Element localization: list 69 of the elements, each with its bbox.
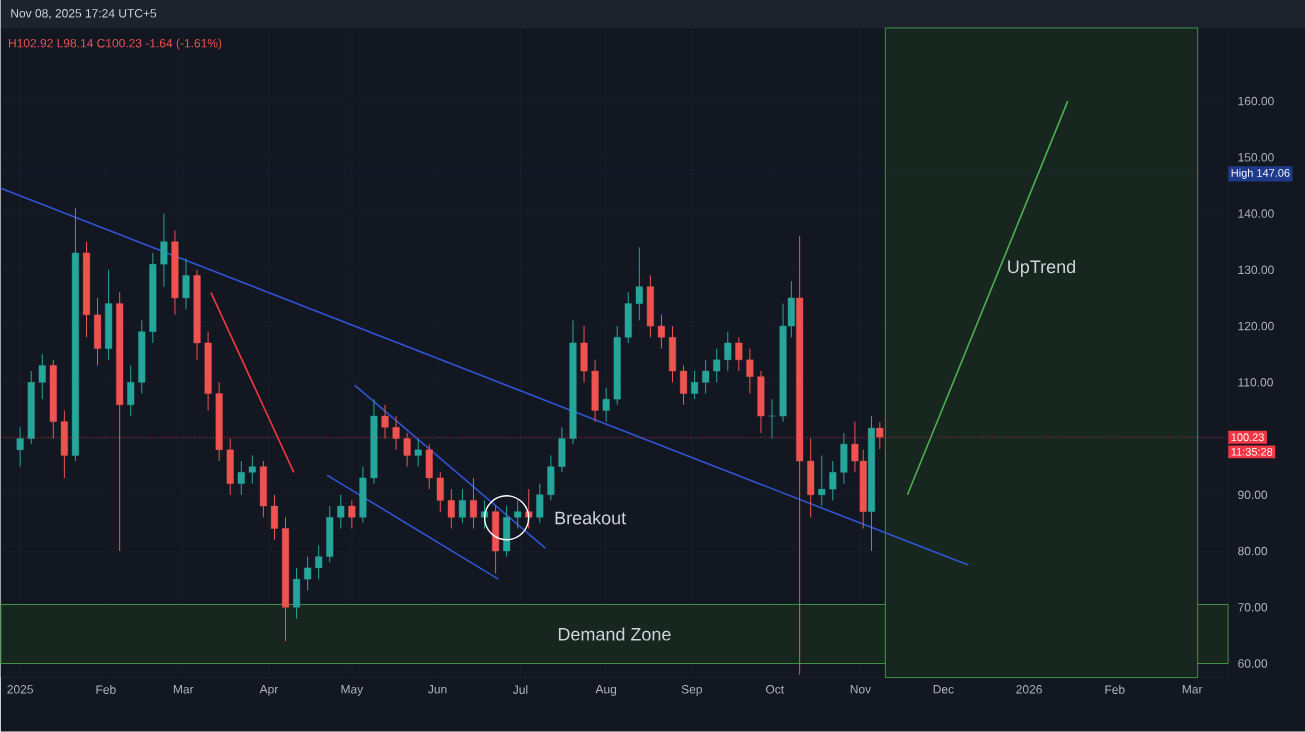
y-tick-label: 110.00 (1238, 378, 1273, 387)
candlestick (414, 438, 422, 468)
candlestick (735, 337, 743, 372)
candlestick (691, 370, 699, 400)
candlestick (458, 488, 466, 524)
x-tick-label: Aug (595, 685, 617, 697)
candlestick (381, 404, 389, 440)
y-tick-label: 130.00 (1238, 265, 1274, 275)
candlestick (16, 427, 24, 468)
candlestick (337, 494, 345, 530)
candlestick (713, 348, 721, 384)
candlestick (602, 387, 610, 423)
candlestick (469, 477, 477, 530)
candlestick (127, 365, 135, 417)
y-tick-label: 160.00 (1238, 97, 1274, 106)
candlestick (635, 247, 643, 322)
candlestick (38, 353, 46, 400)
band-label: Demand Zone (558, 627, 671, 641)
y-tick-label: 140.00 (1238, 209, 1274, 219)
x-tick-label: Dec (933, 685, 954, 694)
candlestick (876, 421, 884, 450)
candlestick (237, 460, 245, 496)
y-tick-label: 90.00 (1238, 490, 1268, 500)
x-tick-label: Sep (681, 685, 702, 697)
text: 11:35:28 (1231, 448, 1273, 456)
ref-line-label: 100.23 (1231, 433, 1264, 442)
x-tick-label: Jun (428, 685, 447, 694)
annotation: H102.92 L98.14 C100.23 -1.64 (-1.61%) (8, 38, 222, 51)
candlestick (182, 258, 190, 310)
y-tick-label: 80.00 (1238, 547, 1268, 556)
x-tick-label: Oct (766, 685, 785, 694)
y-tick-label: 120.00 (1238, 322, 1274, 331)
x-tick-label: 2026 (1016, 685, 1042, 694)
y-tick-label: 70.00 (1238, 603, 1268, 612)
y-tick-label: 150.00 (1238, 153, 1274, 162)
candlestick (160, 213, 168, 288)
candlestick (536, 483, 544, 524)
y-tick-label: 60.00 (1238, 659, 1268, 668)
candlestick (746, 348, 754, 395)
band-label: UpTrend (1008, 260, 1075, 277)
x-tick-label: Mar (173, 685, 194, 694)
candlestick (315, 545, 323, 580)
x-tick-label: Mar (1182, 685, 1203, 694)
candlestick (403, 432, 411, 468)
chart-subtitle: Nov 08, 2025 17:24 UTC+5 (11, 9, 157, 20)
x-tick-label: Nov (850, 685, 872, 694)
candlestick (680, 365, 688, 406)
candlestick (270, 494, 278, 541)
ref-line-label: High 147.06 (1231, 168, 1290, 180)
candlestick (514, 500, 522, 530)
candlestick (724, 331, 732, 372)
candlestick (768, 398, 776, 440)
candlestick (248, 455, 256, 485)
candlestick (304, 556, 312, 592)
x-tick-label: 2025 (7, 685, 33, 694)
candlestick (447, 488, 455, 530)
candlestick (702, 359, 710, 395)
annotation: Breakout (555, 511, 626, 525)
candlestick (348, 500, 356, 530)
candlestick (829, 460, 837, 502)
candlestick (818, 455, 826, 507)
x-tick-label: May (341, 685, 364, 697)
candlestick (436, 472, 444, 513)
x-tick-label: Feb (1105, 685, 1125, 695)
x-tick-label: Feb (96, 685, 116, 695)
x-tick-label: Jul (512, 685, 528, 695)
candlestick (392, 415, 400, 451)
x-tick-label: Apr (259, 685, 279, 697)
candlestick (657, 314, 665, 350)
